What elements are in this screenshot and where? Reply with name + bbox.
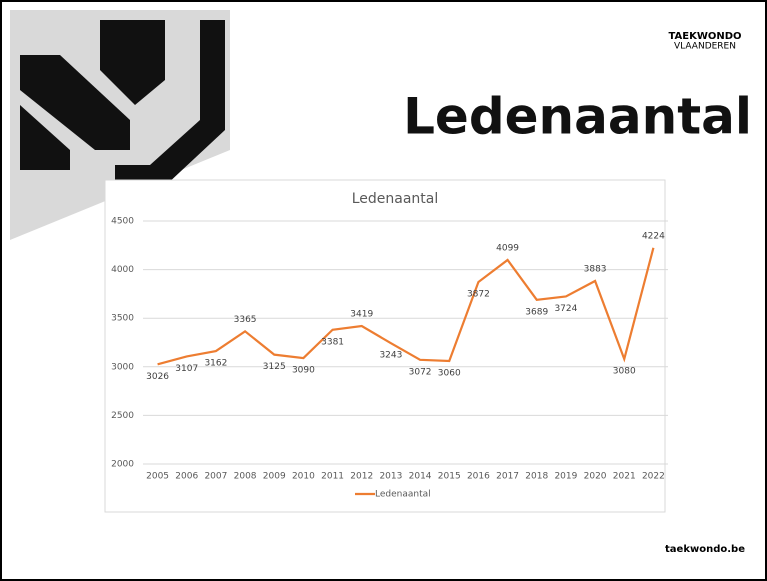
y-tick-label: 3500 <box>111 314 134 324</box>
logo-shape <box>100 20 165 105</box>
data-label: 3162 <box>204 359 227 369</box>
data-line <box>157 247 655 366</box>
y-tick-label: 2500 <box>111 411 134 421</box>
x-tick-label: 2007 <box>204 472 227 482</box>
data-label: 3419 <box>350 310 373 320</box>
footer: taekwondo.be <box>665 544 745 555</box>
x-tick-label: 2016 <box>467 472 490 482</box>
x-tick-label: 2015 <box>438 472 461 482</box>
data-label: 3072 <box>409 367 432 377</box>
y-tick-label: 4500 <box>111 217 134 227</box>
data-label: 3883 <box>584 264 607 274</box>
logo-shape <box>20 55 130 150</box>
y-tick-label: 4000 <box>111 265 134 275</box>
legend-label: Ledenaantal <box>375 490 431 500</box>
slide-title: Ledenaantal <box>403 88 752 146</box>
data-label: 4099 <box>496 243 519 253</box>
data-label: 3381 <box>321 337 344 347</box>
y-tick-label: 3000 <box>111 362 134 372</box>
brand-line: VLAANDEREN <box>674 42 736 52</box>
x-tick-label: 2020 <box>584 472 607 482</box>
chart-title: Ledenaantal <box>352 191 439 207</box>
data-label: 3689 <box>525 307 548 317</box>
data-label: 3125 <box>263 362 286 372</box>
data-label: 3243 <box>379 351 402 361</box>
data-label: 3026 <box>146 372 169 382</box>
data-label: 4224 <box>642 231 665 241</box>
x-tick-label: 2018 <box>525 472 548 482</box>
x-tick-label: 2022 <box>642 472 665 482</box>
x-tick-label: 2014 <box>409 472 432 482</box>
chart-area <box>104 179 666 513</box>
x-tick-label: 2009 <box>263 472 286 482</box>
data-label: 3080 <box>613 367 636 377</box>
x-tick-label: 2005 <box>146 472 169 482</box>
data-label: 3872 <box>467 290 490 300</box>
x-tick-label: 2010 <box>292 472 315 482</box>
x-tick-label: 2008 <box>234 472 257 482</box>
x-tick-label: 2011 <box>321 472 344 482</box>
data-label: 3090 <box>292 366 315 376</box>
x-tick-label: 2006 <box>175 472 198 482</box>
logo-shape <box>20 105 70 170</box>
x-tick-label: 2019 <box>554 472 577 482</box>
x-tick-label: 2013 <box>379 472 402 482</box>
data-label: 3060 <box>438 368 461 378</box>
data-label: 3107 <box>175 364 198 374</box>
brand-line: TAEKWONDO <box>668 31 741 42</box>
x-tick-label: 2017 <box>496 472 519 482</box>
y-tick-label: 2000 <box>111 460 134 470</box>
data-label: 3365 <box>234 315 257 325</box>
x-tick-label: 2021 <box>613 472 636 482</box>
x-tick-label: 2012 <box>350 472 373 482</box>
logo-shape <box>115 20 225 200</box>
data-label: 3724 <box>554 304 577 314</box>
